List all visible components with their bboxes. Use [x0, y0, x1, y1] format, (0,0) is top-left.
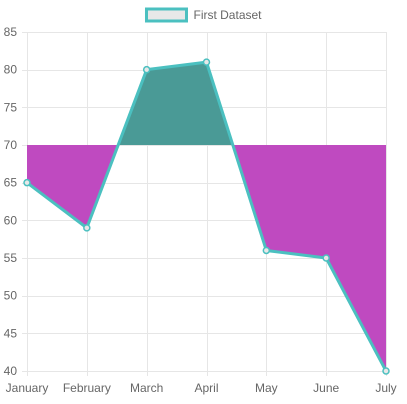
x-tick-label-march: March: [130, 381, 163, 395]
y-tick-label-55: 55: [4, 251, 18, 265]
area-fills: [27, 62, 386, 371]
x-tick-label-june: June: [313, 381, 339, 395]
legend-label[interactable]: First Dataset: [193, 8, 262, 22]
y-axis-tick-labels: 40 45 50 55 60 65 70 75 80 85: [4, 25, 18, 378]
y-tick-label-70: 70: [4, 138, 18, 152]
x-tick-label-may: May: [255, 381, 278, 395]
y-tick-label-50: 50: [4, 289, 18, 303]
x-tick-label-april: April: [194, 381, 218, 395]
data-point-april[interactable]: [202, 58, 211, 66]
y-tick-label-60: 60: [4, 213, 18, 227]
data-point-may[interactable]: [262, 246, 271, 255]
area-fill-below-2: [232, 145, 386, 371]
area-fill-below-0: [27, 145, 119, 228]
data-point-june[interactable]: [322, 254, 330, 262]
y-tick-label-75: 75: [4, 100, 18, 114]
data-point-july[interactable]: [382, 367, 390, 375]
x-tick-label-february: February: [63, 381, 111, 395]
area-fill-above-1: [118, 62, 233, 146]
data-point-march[interactable]: [142, 65, 151, 74]
data-point-january[interactable]: [23, 178, 31, 187]
y-tick-label-45: 45: [4, 326, 18, 340]
x-tick-label-january: January: [6, 381, 49, 395]
y-tick-label-85: 85: [4, 25, 18, 39]
y-tick-label-80: 80: [4, 63, 18, 77]
data-point-february[interactable]: [83, 224, 91, 232]
y-tick-label-40: 40: [4, 364, 18, 378]
legend[interactable]: First Dataset: [144, 7, 262, 23]
data-points: [23, 58, 390, 375]
y-tick-label-65: 65: [4, 176, 18, 190]
x-axis-tick-labels: January February March April May June July: [6, 381, 397, 395]
x-tick-label-july: July: [375, 381, 396, 395]
legend-swatch[interactable]: [144, 7, 188, 23]
